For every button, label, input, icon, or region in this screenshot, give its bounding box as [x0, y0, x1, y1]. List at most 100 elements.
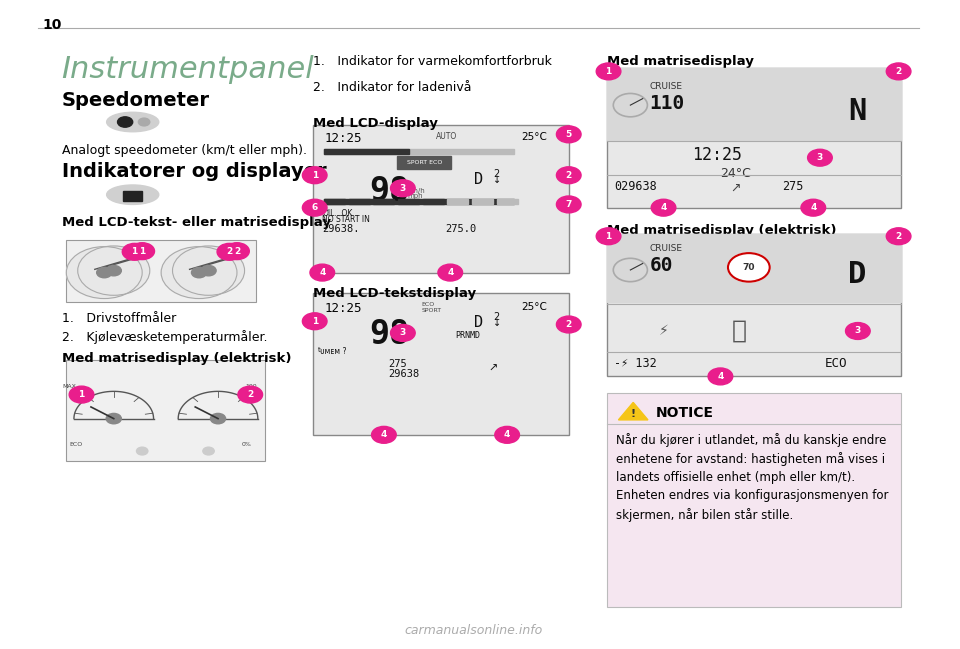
- FancyBboxPatch shape: [66, 360, 265, 461]
- Text: Speedometer: Speedometer: [61, 91, 209, 110]
- FancyBboxPatch shape: [607, 234, 900, 376]
- Text: Med matrisedisplay (elektrisk): Med matrisedisplay (elektrisk): [607, 224, 836, 237]
- Circle shape: [557, 196, 581, 213]
- Circle shape: [310, 264, 335, 281]
- Text: 60: 60: [649, 256, 673, 275]
- FancyBboxPatch shape: [313, 293, 568, 435]
- Text: 25°C: 25°C: [521, 132, 547, 141]
- Text: 2: 2: [565, 171, 572, 180]
- Text: 🚗: 🚗: [732, 319, 747, 343]
- Text: 1: 1: [312, 317, 318, 326]
- Text: carmanualsonline.info: carmanualsonline.info: [405, 624, 543, 637]
- Text: ↗: ↗: [730, 182, 740, 195]
- Circle shape: [596, 63, 621, 80]
- Text: 4: 4: [381, 430, 387, 439]
- Circle shape: [138, 118, 150, 126]
- Text: Instrumentpanel: Instrumentpanel: [61, 55, 314, 84]
- Circle shape: [886, 63, 911, 80]
- Text: 29638.: 29638.: [323, 224, 360, 234]
- Circle shape: [66, 247, 142, 299]
- Text: 12:25: 12:25: [324, 132, 362, 145]
- Bar: [496, 199, 517, 204]
- Text: 3: 3: [854, 326, 861, 336]
- Circle shape: [203, 447, 214, 455]
- Text: 4: 4: [660, 203, 666, 212]
- Text: Indikatorer og displayer: Indikatorer og displayer: [61, 162, 326, 181]
- Text: 98: 98: [370, 318, 410, 351]
- Text: 29638: 29638: [389, 369, 420, 378]
- Text: Med LCD-tekstdisplay: Med LCD-tekstdisplay: [313, 287, 476, 300]
- Text: ᴜᴍᴇᴍ ?: ᴜᴍᴇᴍ ?: [321, 347, 347, 356]
- Text: 3: 3: [399, 184, 406, 193]
- Text: PRNMD: PRNMD: [455, 331, 480, 340]
- Text: 275.0: 275.0: [445, 224, 477, 234]
- Text: 2: 2: [565, 320, 572, 329]
- Text: 0%: 0%: [242, 442, 252, 447]
- Text: 275: 275: [389, 359, 407, 369]
- Circle shape: [557, 167, 581, 184]
- FancyBboxPatch shape: [313, 125, 568, 273]
- Text: 3: 3: [399, 328, 406, 337]
- Text: D: D: [849, 260, 867, 289]
- Text: t: t: [318, 347, 321, 352]
- Circle shape: [302, 199, 327, 216]
- Circle shape: [438, 264, 463, 281]
- Text: 98: 98: [370, 175, 410, 208]
- Text: 1: 1: [606, 232, 612, 241]
- Text: AUTO: AUTO: [436, 132, 457, 141]
- Text: D: D: [474, 172, 483, 187]
- Circle shape: [107, 265, 121, 276]
- Text: 5: 5: [565, 130, 572, 139]
- Text: !: !: [631, 409, 636, 419]
- Circle shape: [708, 368, 732, 385]
- Circle shape: [651, 199, 676, 216]
- Text: 1: 1: [312, 171, 318, 180]
- Text: 1. Drivstoffmåler: 1. Drivstoffmåler: [61, 312, 176, 324]
- Text: mph: mph: [408, 193, 423, 199]
- Text: ECO
SPORT: ECO SPORT: [421, 302, 442, 313]
- Ellipse shape: [107, 112, 158, 132]
- Text: ECO: ECO: [69, 442, 83, 447]
- Text: 3: 3: [817, 153, 823, 162]
- Circle shape: [78, 246, 150, 295]
- Circle shape: [122, 243, 147, 260]
- Circle shape: [117, 117, 132, 127]
- FancyBboxPatch shape: [607, 393, 900, 607]
- Text: NOTICE: NOTICE: [656, 406, 714, 420]
- Text: 2: 2: [227, 247, 232, 256]
- Text: Med matrisedisplay: Med matrisedisplay: [607, 55, 754, 68]
- Bar: [123, 191, 142, 201]
- Bar: [324, 199, 345, 204]
- Bar: [348, 199, 370, 204]
- Text: Med LCD-tekst- eller matrisedisplay: Med LCD-tekst- eller matrisedisplay: [61, 216, 330, 229]
- Text: 7: 7: [565, 200, 572, 209]
- Text: Med LCD-display: Med LCD-display: [313, 117, 438, 130]
- Text: 4: 4: [717, 372, 724, 381]
- Text: NO START IN: NO START IN: [323, 215, 371, 225]
- Text: 12:25: 12:25: [324, 302, 362, 315]
- Text: 275: 275: [782, 180, 804, 193]
- Text: 2: 2: [234, 247, 240, 256]
- Bar: [472, 199, 492, 204]
- Circle shape: [557, 126, 581, 143]
- Circle shape: [886, 228, 911, 245]
- Circle shape: [302, 167, 327, 184]
- Text: 2. Kjølevæsketemperaturmåler.: 2. Kjølevæsketemperaturmåler.: [61, 330, 267, 344]
- Circle shape: [372, 426, 396, 443]
- Text: 1: 1: [606, 67, 612, 76]
- Circle shape: [801, 199, 826, 216]
- Text: 1: 1: [132, 247, 137, 256]
- Text: N: N: [849, 97, 867, 127]
- Circle shape: [191, 267, 206, 278]
- Circle shape: [494, 426, 519, 443]
- Circle shape: [136, 447, 148, 455]
- Text: CRUISE: CRUISE: [649, 244, 683, 253]
- Circle shape: [557, 316, 581, 333]
- Circle shape: [391, 324, 415, 341]
- Text: 110: 110: [649, 94, 684, 113]
- Text: Analogt speedometer (km/t eller mph).: Analogt speedometer (km/t eller mph).: [61, 144, 306, 157]
- Text: 2: 2: [896, 232, 901, 241]
- Ellipse shape: [107, 185, 158, 204]
- FancyBboxPatch shape: [66, 240, 256, 302]
- Text: CRUISE: CRUISE: [649, 82, 683, 92]
